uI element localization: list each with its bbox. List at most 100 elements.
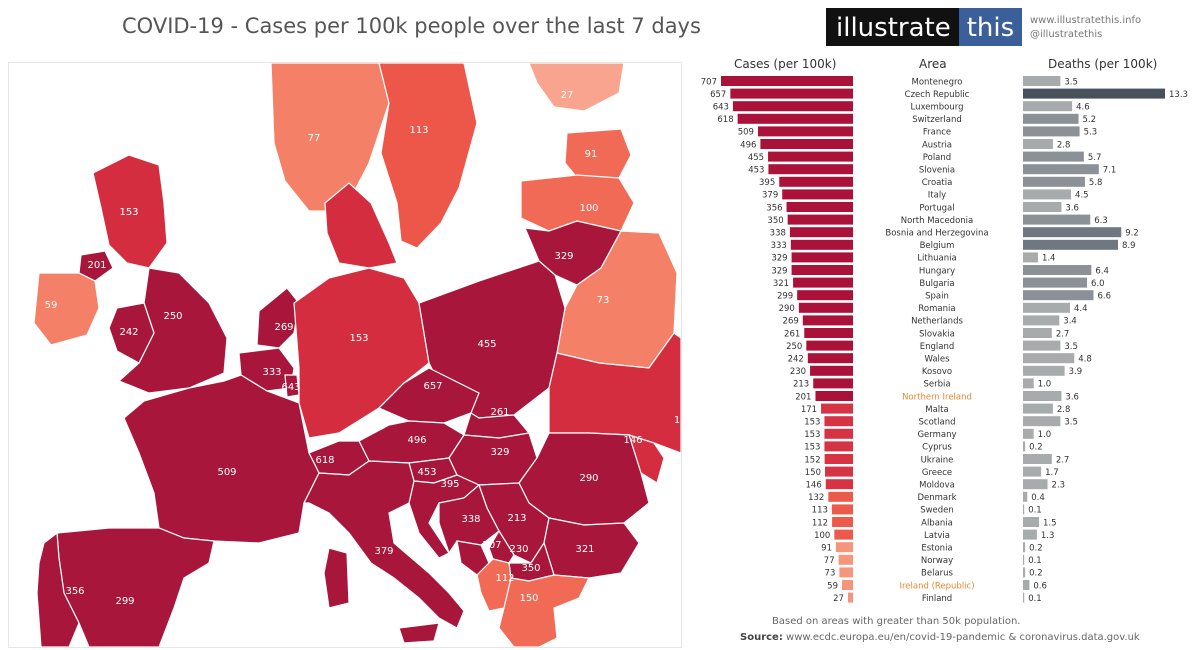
deaths-value-label: 4.8 (1078, 355, 1092, 365)
region-northern-ireland (78, 250, 114, 282)
deaths-bar (1023, 403, 1053, 414)
deaths-bar (1023, 454, 1052, 464)
area-label: Scotland (919, 418, 956, 428)
region-ireland (33, 272, 100, 346)
deaths-value-label: 1.0 (1038, 430, 1052, 440)
deaths-bar (1023, 277, 1088, 288)
deaths-bar (1023, 101, 1073, 112)
brand-website[interactable]: www.illustratethis.info (1030, 15, 1142, 26)
map-label: 707 (482, 540, 501, 551)
cases-value-label: 643 (713, 103, 729, 113)
deaths-bar (1023, 315, 1060, 326)
area-label: Finland (922, 594, 952, 604)
region-france (123, 374, 320, 544)
cases-value-label: 455 (748, 153, 764, 163)
cases-value-label: 329 (771, 266, 787, 276)
cases-value-label: 150 (805, 468, 821, 478)
page-title: COVID-19 - Cases per 100k people over th… (122, 14, 701, 38)
deaths-bar (1023, 151, 1084, 162)
cases-value-label: 261 (784, 329, 800, 339)
source-text[interactable]: www.ecdc.europa.eu/en/covid-19-pandemic … (786, 632, 1140, 643)
area-label: Spain (925, 292, 949, 302)
cases-bar (825, 479, 853, 490)
area-label: Cyprus (922, 443, 952, 453)
deaths-bar (1023, 265, 1092, 275)
cases-bar (768, 164, 853, 175)
deaths-value-label: 5.3 (1084, 128, 1098, 138)
area-label: Bosnia and Herzegovina (885, 229, 988, 239)
deaths-bar (1023, 353, 1075, 364)
region-denmark (324, 182, 398, 269)
cases-bar (824, 454, 853, 464)
deaths-value-label: 2.7 (1056, 455, 1070, 465)
area-label: Wales (924, 355, 950, 365)
deaths-bar (1023, 592, 1025, 603)
deaths-bar (1023, 479, 1048, 490)
deaths-bar (1023, 328, 1052, 338)
deaths-bar (1023, 542, 1026, 553)
brand-logo[interactable]: illustrate this (826, 8, 1023, 46)
cases-bar (789, 227, 853, 238)
cases-deaths-chart: 707 Montenegro 3.5 657 Czech Republic 13.3 643… (701, 76, 1188, 604)
cases-value-label: 453 (748, 166, 764, 176)
map-label: 113 (409, 125, 428, 136)
cases-bar (757, 126, 853, 137)
cases-value-label: 321 (773, 279, 789, 289)
deaths-bar (1023, 88, 1165, 99)
map-label: 453 (417, 467, 436, 478)
area-label: Poland (923, 153, 951, 163)
cases-value-label: 329 (771, 254, 787, 264)
deaths-bar (1023, 378, 1034, 389)
cases-bar (737, 113, 853, 124)
region-estonia (564, 128, 632, 181)
deaths-value-label: 0.1 (1028, 594, 1042, 604)
cases-bar (821, 403, 853, 414)
deaths-bar (1023, 567, 1026, 578)
map-label: 213 (507, 513, 526, 524)
cases-bar (824, 466, 853, 477)
area-label: Albania (921, 518, 953, 528)
cases-value-label: 230 (790, 367, 806, 377)
cases-value-label: 338 (770, 229, 786, 239)
deaths-bar (1023, 252, 1038, 263)
deaths-bar (1023, 76, 1061, 86)
cases-value-label: 290 (779, 304, 795, 314)
map-label: 100 (579, 203, 598, 214)
area-label: Denmark (917, 493, 956, 503)
map-label: 333 (262, 367, 281, 378)
map-label: 643 (281, 382, 300, 393)
deaths-bar (1023, 113, 1079, 124)
cases-bar (790, 239, 853, 250)
cases-bar (779, 176, 853, 187)
deaths-bar (1023, 580, 1030, 590)
deaths-bar (1023, 416, 1061, 427)
area-label: Netherlands (911, 317, 963, 327)
area-label: Serbia (923, 380, 950, 390)
deaths-value-label: 5.2 (1083, 115, 1097, 125)
area-label: Norway (921, 556, 953, 566)
deaths-value-label: 6.3 (1094, 216, 1108, 226)
cases-bar (831, 504, 853, 515)
cases-value-label: 213 (793, 380, 809, 390)
brand-handle[interactable]: @illustratethis (1030, 29, 1103, 40)
deaths-value-label: 5.8 (1089, 178, 1103, 188)
area-label: Portugal (919, 203, 954, 213)
deaths-value-label: 0.2 (1029, 443, 1043, 453)
cases-value-label: 356 (766, 203, 782, 213)
map-label: 230 (509, 544, 528, 555)
source-label: Source: (740, 632, 783, 643)
area-label: Luxembourg (911, 103, 964, 113)
cases-bar (832, 517, 853, 527)
deaths-value-label: 2.8 (1057, 140, 1071, 150)
cases-value-label: 171 (801, 405, 817, 415)
deaths-header: Deaths (per 100k) (1048, 57, 1158, 71)
area-label: Ukraine (921, 455, 954, 465)
map-label: 356 (65, 586, 84, 597)
cases-bar (847, 592, 853, 603)
deaths-bar (1023, 164, 1099, 175)
cases-bar (824, 441, 853, 452)
deaths-bar (1023, 554, 1025, 565)
cases-bar (804, 328, 853, 338)
cases-bar (787, 214, 853, 225)
